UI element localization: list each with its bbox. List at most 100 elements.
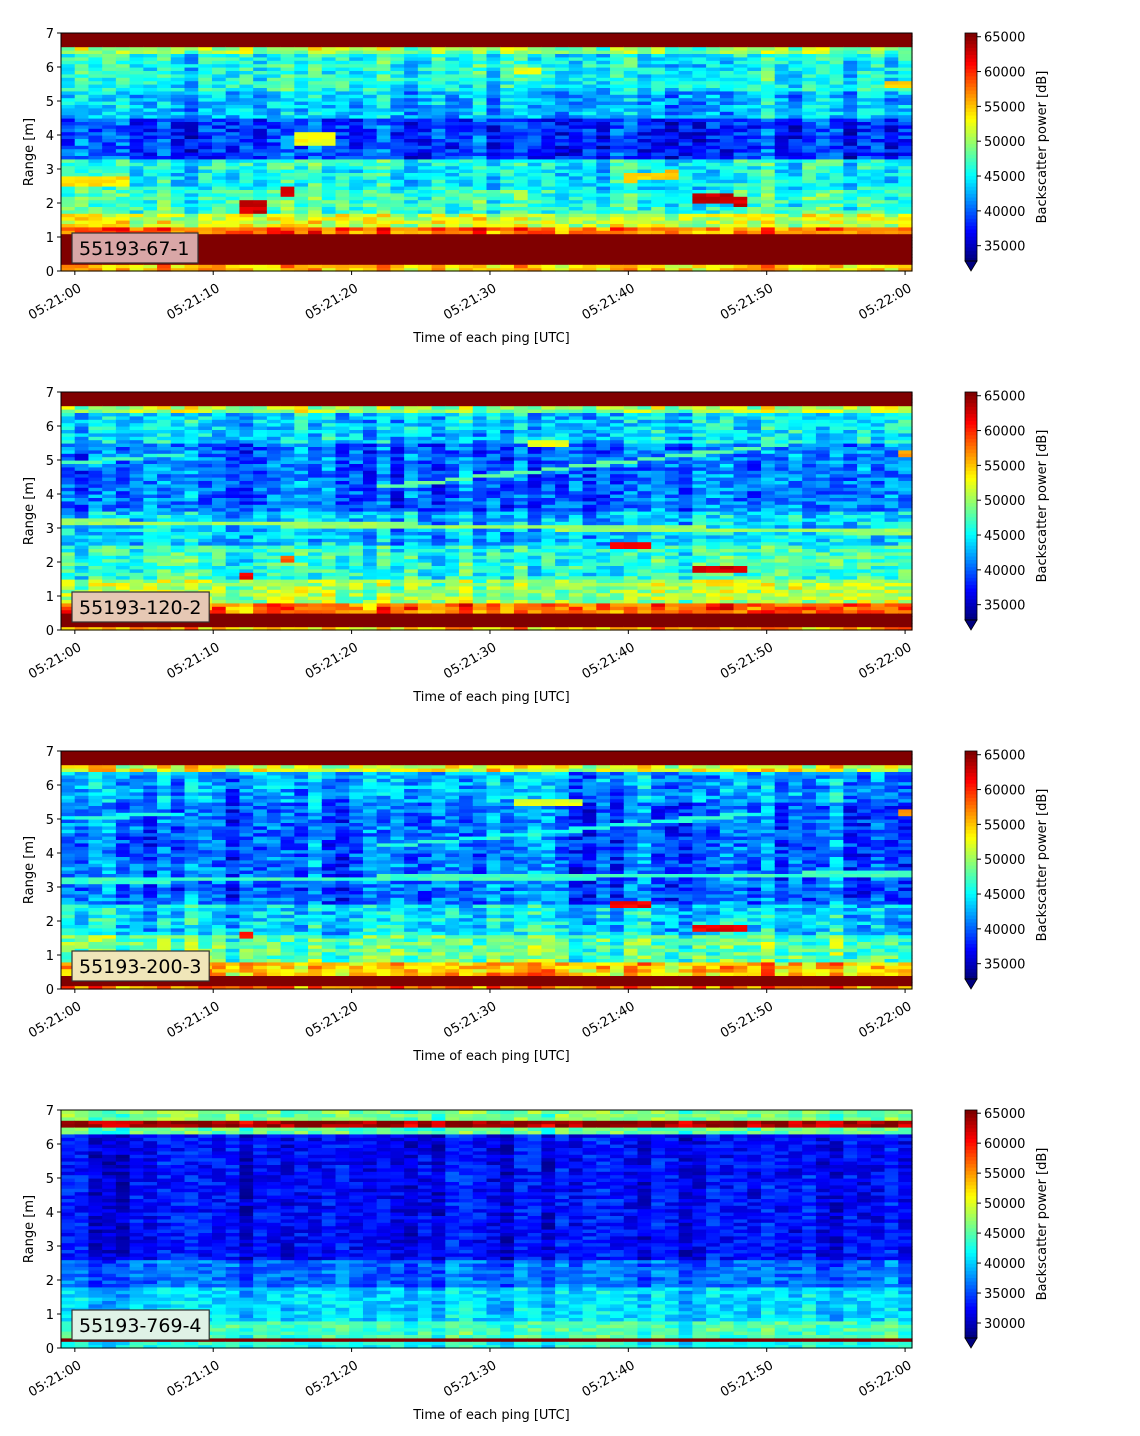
y-tick-label: 1	[46, 1308, 54, 1323]
colorbar-tick-label: 45000	[984, 1227, 1025, 1242]
colorbar-label: Backscatter power [dB]	[1035, 71, 1050, 224]
heatmap	[61, 751, 913, 990]
x-tick-label: 05:21:10	[165, 1358, 223, 1400]
colorbar: 30000 35000 40000 45000 50000 55000 60000 65000…	[964, 1107, 1050, 1349]
x-tick-label: 05:21:00	[26, 999, 84, 1041]
colorbar-tick-label: 35000	[984, 599, 1025, 614]
label-box-text: 55193-120-2	[79, 597, 202, 619]
colorbar-tick-label: 55000	[984, 818, 1025, 833]
colorbar-label: Backscatter power [dB]	[1035, 430, 1050, 583]
x-tick-label: 05:21:20	[303, 999, 361, 1041]
x-tick-label: 05:22:00	[856, 281, 914, 323]
x-tick-label: 05:21:50	[718, 1358, 776, 1400]
y-tick-label: 3	[46, 1240, 54, 1255]
colorbar-tick-label: 45000	[984, 170, 1025, 185]
y-tick-label: 6	[46, 1138, 54, 1153]
y-axis-label: Range [m]	[22, 477, 37, 545]
y-tick-label: 7	[46, 386, 54, 401]
y-axis-label: Range [m]	[22, 1195, 37, 1263]
panel-1: 0 1 2 3 4 5 6 7 05:21:00 05:21:10 05:21:20 05:21:30…	[22, 27, 1050, 346]
colorbar-tick-label: 45000	[984, 888, 1025, 903]
panel-2: 0 1 2 3 4 5 6 7 05:21:00 05:21:10 05:21:20 05:21:30…	[22, 386, 1050, 705]
colorbar-tick-label: 60000	[984, 784, 1025, 799]
y-tick-label: 5	[46, 813, 54, 828]
x-tick-label: 05:21:40	[580, 999, 638, 1041]
x-tick-label: 05:21:50	[718, 640, 776, 682]
y-tick-label: 4	[46, 1206, 54, 1221]
y-tick-label: 0	[46, 265, 54, 280]
y-tick-label: 4	[46, 488, 54, 503]
colorbar-tick-label: 40000	[984, 205, 1025, 220]
heatmap	[61, 1110, 913, 1349]
colorbar-extend-arrow	[964, 619, 978, 631]
label-box-text: 55193-67-1	[79, 238, 189, 260]
heatmap	[61, 392, 913, 631]
y-tick-label: 3	[46, 163, 54, 178]
x-tick-label: 05:21:00	[26, 281, 84, 323]
colorbar-tick-label: 65000	[984, 1107, 1025, 1122]
x-tick-label: 05:21:40	[580, 281, 638, 323]
x-tick-label: 05:21:20	[303, 640, 361, 682]
colorbar-tick-label: 55000	[984, 459, 1025, 474]
label-box	[71, 950, 210, 982]
y-tick-label: 5	[46, 1172, 54, 1187]
colorbar-tick-label: 50000	[984, 853, 1025, 868]
colorbar-tick-label: 30000	[984, 1317, 1025, 1332]
y-tick-label: 0	[46, 1342, 54, 1357]
y-tick-label: 7	[46, 745, 54, 760]
x-tick-label: 05:21:10	[165, 281, 223, 323]
colorbar-extend-arrow	[964, 978, 978, 990]
colorbar-extend-arrow	[964, 260, 978, 272]
axes-frame	[60, 1109, 913, 1349]
y-tick-label: 0	[46, 624, 54, 639]
y-tick-label: 3	[46, 522, 54, 537]
colorbar: 35000 40000 45000 50000 55000 60000 65000 Backs…	[964, 390, 1050, 631]
x-tick-label: 05:21:30	[441, 1358, 499, 1400]
colorbar-label: Backscatter power [dB]	[1035, 789, 1050, 942]
colorbar: 35000 40000 45000 50000 55000 60000 65000 Backs…	[964, 749, 1050, 990]
y-tick-label: 7	[46, 1104, 54, 1119]
x-axis-label: Time of each ping [UTC]	[412, 1049, 570, 1064]
y-tick-label: 1	[46, 590, 54, 605]
colorbar-tick-label: 50000	[984, 494, 1025, 509]
colorbar-tick-label: 35000	[984, 958, 1025, 973]
colorbar-tick-label: 55000	[984, 1167, 1025, 1182]
colorbar-tick-label: 40000	[984, 564, 1025, 579]
label-box	[71, 591, 210, 623]
y-tick-label: 2	[46, 1274, 54, 1289]
label-box	[71, 1309, 210, 1341]
colorbar-tick-label: 35000	[984, 240, 1025, 255]
colorbar-tick-label: 60000	[984, 1137, 1025, 1152]
x-tick-label: 05:21:30	[441, 640, 499, 682]
label-box	[71, 232, 199, 264]
y-tick-label: 2	[46, 556, 54, 571]
colorbar-tick-label: 40000	[984, 923, 1025, 938]
x-tick-label: 05:21:20	[303, 1358, 361, 1400]
x-tick-label: 05:21:20	[303, 281, 361, 323]
colorbar: 35000 40000 45000 50000 55000 60000 65000 Backs…	[964, 31, 1050, 272]
y-tick-label: 5	[46, 95, 54, 110]
colorbar-label: Backscatter power [dB]	[1035, 1148, 1050, 1301]
colorbar-extend-arrow	[964, 1337, 978, 1349]
y-tick-label: 7	[46, 27, 54, 42]
colorbar-tick-label: 40000	[984, 1257, 1025, 1272]
colorbar-tick-label: 45000	[984, 529, 1025, 544]
y-tick-label: 4	[46, 847, 54, 862]
x-tick-label: 05:21:10	[165, 640, 223, 682]
colorbar-tick-label: 35000	[984, 1287, 1025, 1302]
x-tick-label: 05:22:00	[856, 999, 914, 1041]
colorbar-tick-label: 65000	[984, 31, 1025, 46]
x-tick-label: 05:22:00	[856, 640, 914, 682]
x-tick-label: 05:21:10	[165, 999, 223, 1041]
heatmap	[61, 33, 913, 272]
y-tick-label: 6	[46, 61, 54, 76]
y-tick-label: 0	[46, 983, 54, 998]
label-box-text: 55193-769-4	[79, 1315, 202, 1337]
y-tick-label: 1	[46, 231, 54, 246]
x-tick-label: 05:21:30	[441, 999, 499, 1041]
x-tick-label: 05:21:00	[26, 640, 84, 682]
x-axis-label: Time of each ping [UTC]	[412, 1408, 570, 1423]
x-tick-label: 05:21:00	[26, 1358, 84, 1400]
panel-3: 0 1 2 3 4 5 6 7 05:21:00 05:21:10 05:21:20 05:21:30…	[22, 745, 1050, 1064]
